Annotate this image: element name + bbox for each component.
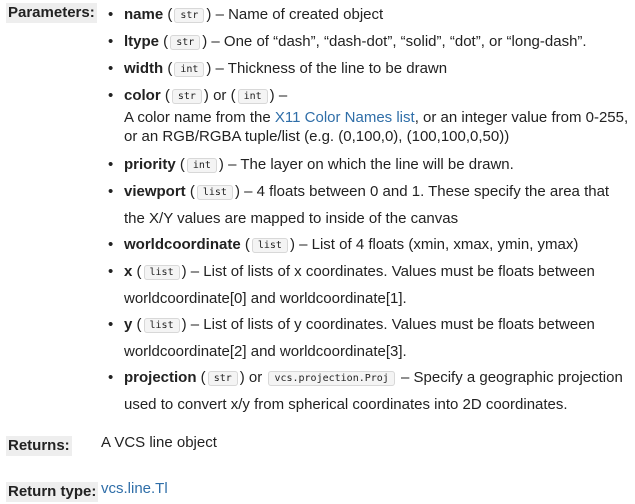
- return-type-label: Return type:: [6, 482, 99, 502]
- param-y-label: y: [124, 316, 133, 333]
- param-desc: – Name of created object: [211, 6, 384, 23]
- param-type-alt: int: [237, 89, 268, 104]
- param-desc: – 4 floats between 0 and 1. These specif…: [124, 183, 610, 227]
- param-name-label: name: [124, 6, 164, 23]
- param-type: str: [174, 8, 205, 23]
- param-desc: –: [274, 87, 288, 104]
- param-priority: • priority (int) – The layer on which th…: [101, 152, 631, 179]
- param-desc: – One of “dash”, “dash-dot”, “solid”, “d…: [207, 33, 587, 50]
- param-type: str: [171, 89, 202, 104]
- return-type-link[interactable]: vcs.line.Tl: [101, 480, 168, 497]
- param-projection-label: projection: [124, 369, 197, 386]
- param-x: • x (list) – List of lists of x coordina…: [101, 259, 631, 312]
- param-desc: – The layer on which the line will be dr…: [223, 156, 514, 173]
- param-color-detail-post: , or an integer value from 0-255, or an …: [124, 109, 629, 145]
- bullet: •: [108, 6, 114, 23]
- param-type: list: [143, 318, 180, 333]
- param-desc: – List of lists of y coordinates. Values…: [124, 316, 595, 360]
- param-or: or: [248, 369, 263, 386]
- param-ltype-label: ltype: [124, 33, 160, 50]
- param-type-alt: vcs.projection.Proj: [268, 371, 395, 386]
- param-name: • name (str) – Name of created object: [101, 2, 631, 29]
- param-y: • y (list) – List of lists of y coordina…: [101, 312, 631, 365]
- param-color-detail: A color name from the X11 Color Names li…: [124, 108, 631, 146]
- param-color-detail-pre: A color name from the: [124, 109, 275, 126]
- parameters-body: • name (str) – Name of created object • …: [101, 2, 631, 418]
- param-or: or: [213, 87, 227, 104]
- param-type: int: [186, 158, 217, 173]
- param-worldcoordinate-label: worldcoordinate: [124, 236, 241, 253]
- param-ltype: • ltype (str) – One of “dash”, “dash-dot…: [101, 29, 631, 56]
- x11-color-names-link[interactable]: X11 Color Names list: [274, 109, 415, 126]
- return-type-body: vcs.line.Tl: [101, 479, 631, 499]
- param-type: list: [196, 185, 233, 200]
- param-type: int: [174, 62, 205, 77]
- param-type: str: [170, 35, 201, 50]
- bullet: •: [108, 33, 114, 50]
- param-desc: – Thickness of the line to be drawn: [211, 60, 448, 77]
- param-desc: – List of 4 floats (xmin, xmax, ymin, ym…: [294, 236, 579, 253]
- param-viewport: • viewport (list) – 4 floats between 0 a…: [101, 179, 631, 232]
- param-type: list: [251, 238, 288, 253]
- bullet: •: [108, 156, 114, 173]
- returns-label: Returns:: [6, 436, 72, 456]
- parameters-label: Parameters:: [6, 3, 97, 23]
- param-viewport-label: viewport: [124, 183, 186, 200]
- param-type: list: [143, 265, 180, 280]
- param-x-label: x: [124, 263, 133, 280]
- param-color: • color (str) or (int) – A color name fr…: [101, 83, 631, 146]
- bullet: •: [108, 87, 114, 104]
- param-width: • width (int) – Thickness of the line to…: [101, 56, 631, 83]
- param-desc: – Specify a geographic projection used t…: [124, 369, 623, 413]
- returns-body: A VCS line object: [101, 434, 217, 451]
- bullet: •: [108, 60, 114, 77]
- parameter-list: • name (str) – Name of created object • …: [101, 2, 631, 418]
- param-desc: – List of lists of x coordinates. Values…: [124, 263, 595, 307]
- param-width-label: width: [124, 60, 164, 77]
- param-projection: • projection (str) or vcs.projection.Pro…: [101, 365, 631, 418]
- param-color-label: color: [124, 87, 161, 104]
- param-worldcoordinate: • worldcoordinate (list) – List of 4 flo…: [101, 232, 631, 259]
- bullet: •: [108, 183, 114, 200]
- bullet: •: [108, 316, 114, 333]
- param-priority-label: priority: [124, 156, 176, 173]
- bullet: •: [108, 236, 114, 253]
- bullet: •: [108, 263, 114, 280]
- param-type: str: [207, 371, 238, 386]
- bullet: •: [108, 369, 114, 386]
